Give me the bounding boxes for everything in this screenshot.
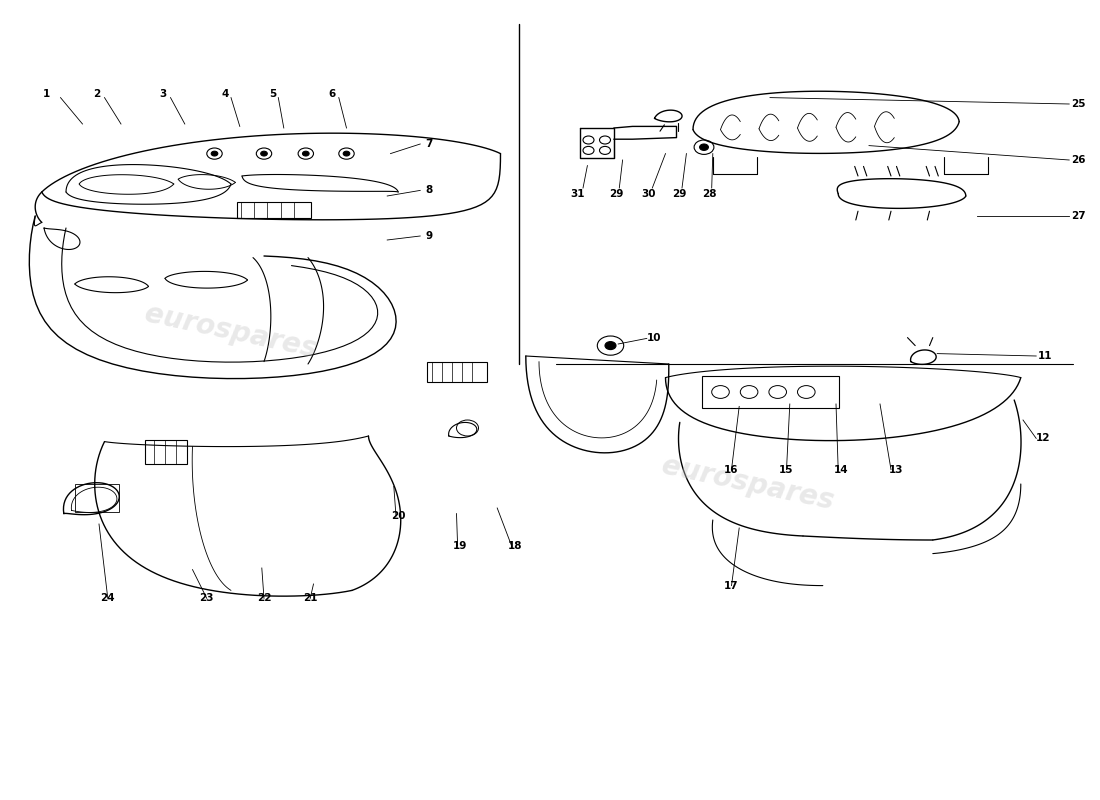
Text: 30: 30 bbox=[641, 189, 657, 198]
Text: 21: 21 bbox=[302, 594, 318, 603]
Text: 15: 15 bbox=[779, 465, 794, 474]
Text: 16: 16 bbox=[724, 465, 739, 474]
Text: 4: 4 bbox=[222, 89, 229, 98]
Text: 24: 24 bbox=[100, 594, 116, 603]
Text: 20: 20 bbox=[390, 511, 406, 521]
Text: 17: 17 bbox=[724, 581, 739, 590]
Text: 3: 3 bbox=[160, 89, 166, 98]
Circle shape bbox=[605, 342, 616, 350]
Text: 5: 5 bbox=[270, 89, 276, 98]
Text: 2: 2 bbox=[94, 89, 100, 98]
Text: 26: 26 bbox=[1070, 155, 1086, 165]
Circle shape bbox=[261, 151, 267, 156]
Bar bbox=[145, 440, 187, 464]
Text: 13: 13 bbox=[889, 465, 904, 474]
Bar bbox=[75, 484, 119, 512]
Text: 9: 9 bbox=[426, 231, 432, 241]
Text: 11: 11 bbox=[1037, 351, 1053, 361]
Bar bbox=[702, 376, 839, 408]
Circle shape bbox=[700, 144, 708, 150]
Text: 28: 28 bbox=[702, 189, 717, 198]
Text: 27: 27 bbox=[1070, 211, 1086, 221]
Text: 29: 29 bbox=[672, 189, 688, 198]
Circle shape bbox=[302, 151, 309, 156]
Text: 18: 18 bbox=[507, 541, 522, 550]
Text: 12: 12 bbox=[1035, 434, 1050, 443]
Circle shape bbox=[343, 151, 350, 156]
Text: 6: 6 bbox=[329, 89, 336, 98]
Text: 31: 31 bbox=[570, 189, 585, 198]
Bar bbox=[236, 202, 311, 218]
Text: eurospares: eurospares bbox=[142, 300, 320, 364]
Text: 29: 29 bbox=[608, 189, 624, 198]
Text: 22: 22 bbox=[256, 594, 272, 603]
Text: 19: 19 bbox=[452, 541, 468, 550]
Text: 8: 8 bbox=[426, 186, 432, 195]
Circle shape bbox=[211, 151, 218, 156]
Text: 1: 1 bbox=[43, 89, 50, 98]
Text: 14: 14 bbox=[834, 465, 849, 474]
Text: 25: 25 bbox=[1070, 99, 1086, 109]
Text: 10: 10 bbox=[647, 333, 662, 342]
Bar bbox=[427, 362, 487, 382]
Text: 23: 23 bbox=[199, 594, 214, 603]
Text: eurospares: eurospares bbox=[659, 452, 837, 516]
Text: 7: 7 bbox=[426, 139, 432, 149]
